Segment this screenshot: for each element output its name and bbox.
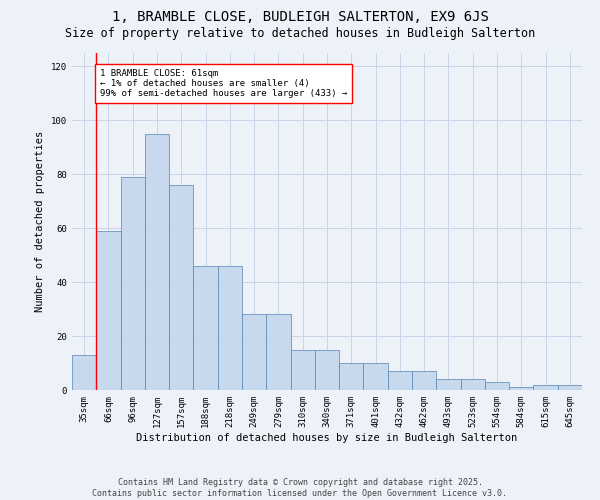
Bar (169, 185, 193, 390)
Bar (461, 379, 485, 390)
Bar (558, 384, 582, 390)
Bar (121, 176, 145, 390)
Bar (412, 371, 436, 390)
Text: Size of property relative to detached houses in Budleigh Salterton: Size of property relative to detached ho… (65, 28, 535, 40)
Bar (364, 363, 388, 390)
Text: Contains HM Land Registry data © Crown copyright and database right 2025.
Contai: Contains HM Land Registry data © Crown c… (92, 478, 508, 498)
Text: 1, BRAMBLE CLOSE, BUDLEIGH SALTERTON, EX9 6JS: 1, BRAMBLE CLOSE, BUDLEIGH SALTERTON, EX… (112, 10, 488, 24)
Bar (533, 384, 558, 390)
Bar (145, 134, 169, 390)
Bar (193, 266, 218, 390)
Bar (72, 355, 96, 390)
Bar (436, 379, 461, 390)
Bar (388, 371, 412, 390)
Bar (509, 388, 533, 390)
Text: 1 BRAMBLE CLOSE: 61sqm
← 1% of detached houses are smaller (4)
99% of semi-detac: 1 BRAMBLE CLOSE: 61sqm ← 1% of detached … (100, 68, 347, 98)
Bar (290, 350, 315, 390)
Bar (315, 350, 339, 390)
X-axis label: Distribution of detached houses by size in Budleigh Salterton: Distribution of detached houses by size … (136, 432, 518, 442)
Bar (218, 266, 242, 390)
Bar (339, 363, 364, 390)
Bar (266, 314, 290, 390)
Bar (485, 382, 509, 390)
Bar (242, 314, 266, 390)
Bar (96, 230, 121, 390)
Y-axis label: Number of detached properties: Number of detached properties (35, 130, 46, 312)
